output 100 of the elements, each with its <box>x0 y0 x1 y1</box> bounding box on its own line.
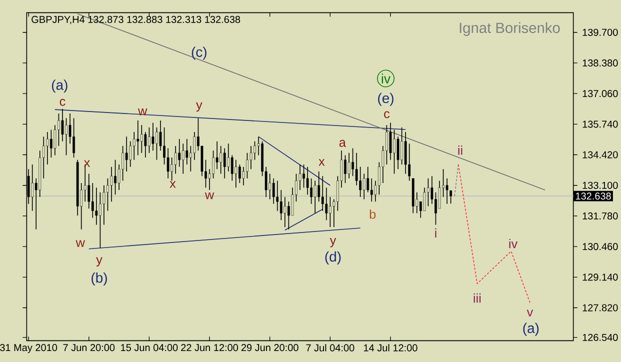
annotation: (c) <box>192 46 206 60</box>
candlestick <box>348 152 350 179</box>
y-tick-label: 127.820 <box>582 304 618 312</box>
line-series <box>458 164 530 304</box>
candlestick <box>166 148 170 179</box>
candlestick <box>325 187 328 221</box>
candlestick <box>321 176 324 212</box>
y-tick-label: 138.380 <box>582 59 618 67</box>
candlestick <box>193 132 196 160</box>
candlestick <box>50 129 52 158</box>
candlestick <box>310 178 313 204</box>
annotation: (d) <box>325 251 341 264</box>
candlestick <box>61 108 64 142</box>
candlestick <box>227 143 230 172</box>
annotation: w <box>138 108 148 116</box>
candlestick <box>284 196 286 228</box>
candlestick <box>46 132 49 165</box>
candlestick <box>91 182 94 218</box>
x-tick-label: 22 Jun 12:00 <box>181 344 238 352</box>
candlestick <box>238 164 241 184</box>
candlestick <box>223 148 226 179</box>
annotation: (e) <box>378 92 394 106</box>
candlestick <box>174 146 177 174</box>
candlestick <box>129 140 132 168</box>
annotation: c <box>384 111 390 118</box>
annotation: iv <box>509 238 518 248</box>
candlestick <box>272 178 275 204</box>
candlestick <box>220 146 222 174</box>
annotation: v <box>526 310 534 316</box>
annotation: a <box>339 140 346 147</box>
candlestick <box>230 154 234 182</box>
candlestick <box>366 166 370 193</box>
candlestick <box>250 146 252 170</box>
candlestick <box>186 138 188 165</box>
y-tick-label: 139.700 <box>582 28 618 36</box>
candlestick <box>122 146 124 182</box>
candlestick <box>125 136 128 172</box>
candlestick <box>306 166 309 196</box>
annotation: Ignat Borisenko <box>460 22 560 36</box>
candlestick <box>434 192 437 226</box>
x-tick-label: 15 Jun 04:00 <box>121 344 178 352</box>
candlestick <box>370 178 373 202</box>
candlestick <box>246 152 248 179</box>
candlestick <box>280 190 282 221</box>
annotation: w <box>76 240 85 247</box>
x-tick-label: 31 May 2010 <box>0 344 58 354</box>
candlestick <box>72 118 75 158</box>
candlestick <box>106 178 109 212</box>
candlestick <box>446 178 448 204</box>
candlestick <box>396 136 400 170</box>
annotation: ii <box>458 146 462 155</box>
candlestick <box>234 159 238 188</box>
y-tick-label: 137.060 <box>582 90 618 98</box>
candlestick <box>99 192 102 248</box>
annotation: iii <box>474 293 481 303</box>
candlestick <box>344 154 346 184</box>
annotation: y <box>196 102 202 112</box>
candlestick <box>102 184 106 226</box>
candlestick <box>400 127 403 165</box>
annotation: (a) <box>523 322 539 336</box>
annotation: iv <box>382 74 391 84</box>
candlestick <box>178 138 181 168</box>
candlestick <box>58 113 60 146</box>
annotation: (b) <box>92 272 107 286</box>
candlestick <box>148 127 150 154</box>
candlestick <box>182 143 184 174</box>
ref-line-label: 132.638 <box>576 192 611 200</box>
candlestick <box>31 164 34 212</box>
x-tick-label: 14 Jul 12:00 <box>364 344 418 352</box>
x-tick-label: 29 Jun 20:00 <box>241 344 298 352</box>
y-tick-label: 131.780 <box>582 212 618 220</box>
candlestick <box>95 187 98 226</box>
candlestick <box>393 129 396 174</box>
y-tick-label: 129.140 <box>582 274 618 281</box>
candlestick <box>136 120 140 156</box>
annotation: c <box>60 98 66 106</box>
candlestick <box>132 132 136 160</box>
annotation: x <box>84 160 90 167</box>
annotation: x <box>318 159 325 166</box>
y-tick-label: 134.420 <box>582 151 618 158</box>
candlestick <box>216 140 218 170</box>
candlestick <box>268 173 272 200</box>
candlestick <box>114 159 116 196</box>
y-tick-label: 135.740 <box>582 120 618 128</box>
annotation: w <box>204 192 214 200</box>
y-tick-label: 126.540 <box>582 334 618 341</box>
candlestick <box>426 178 430 207</box>
y-tick-label: 130.460 <box>582 243 618 250</box>
candlestick <box>359 166 362 198</box>
candlestick <box>328 196 332 228</box>
annotation: b <box>370 209 376 219</box>
y-tick-label: 133.100 <box>582 182 618 189</box>
candlestick <box>423 187 426 212</box>
candlestick <box>254 140 256 160</box>
candlestick <box>110 166 113 202</box>
candlestick <box>65 118 68 156</box>
chart-title: GBPJPY,H4 132.873 132.883 132.313 132.638 <box>32 16 240 24</box>
candlestick <box>386 124 388 165</box>
candlestick <box>450 190 452 204</box>
annotation: y <box>96 257 102 267</box>
